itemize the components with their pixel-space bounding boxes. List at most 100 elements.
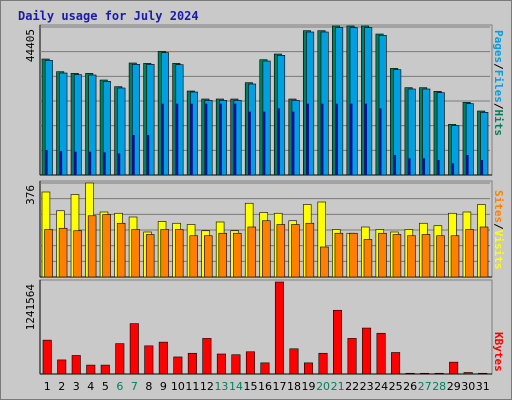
day-label: 29 xyxy=(447,380,461,393)
bar-pages xyxy=(103,152,106,175)
bar-kbytes xyxy=(86,364,96,375)
bar-kbytes xyxy=(434,372,444,375)
bar-files xyxy=(320,31,329,176)
bar-kbytes xyxy=(129,323,139,375)
bar-pages xyxy=(422,158,426,175)
bar-pages xyxy=(437,160,440,175)
bar-sites xyxy=(407,235,416,278)
day-label: 11 xyxy=(185,380,199,393)
bar-files xyxy=(131,64,140,176)
side-label-visits-part: Visits xyxy=(492,230,505,270)
bar-kbytes xyxy=(318,352,328,375)
side-label-kbytes-part: KBytes xyxy=(492,332,505,372)
bar-kbytes xyxy=(391,352,401,375)
bar-pages xyxy=(161,103,164,175)
bar-kbytes xyxy=(173,356,183,375)
bar-kbytes xyxy=(202,338,212,375)
day-label: 6 xyxy=(116,380,123,393)
bar-files xyxy=(364,27,373,176)
side-label-hits-part: Files xyxy=(492,70,505,103)
bar-sites xyxy=(204,235,213,278)
bar-files xyxy=(44,60,53,176)
bar-files xyxy=(480,112,489,176)
bar-pages xyxy=(335,103,338,175)
bar-kbytes xyxy=(245,351,255,375)
bar-kbytes xyxy=(463,372,473,375)
bar-kbytes xyxy=(158,341,168,375)
bar-pages xyxy=(59,151,63,175)
bar-pages xyxy=(219,103,222,175)
bar-sites xyxy=(421,234,431,278)
bar-pages xyxy=(379,108,382,175)
side-label-visits-part: Sites xyxy=(492,190,505,223)
bar-sites xyxy=(145,234,155,278)
side-label-kbytes: KBytes xyxy=(492,332,505,372)
day-label: 7 xyxy=(131,380,138,393)
y-max-label-hits-files-pages: 44405 xyxy=(24,29,37,62)
bar-sites xyxy=(334,232,344,278)
day-label: 2 xyxy=(58,380,65,393)
bar-sites xyxy=(189,235,198,278)
side-label-visits-part: / xyxy=(492,223,505,230)
bar-kbytes xyxy=(231,354,241,375)
bar-sites xyxy=(349,232,358,278)
bar-pages xyxy=(248,111,251,175)
bar-kbytes xyxy=(216,353,226,375)
bar-sites xyxy=(450,235,460,278)
bar-sites xyxy=(363,239,373,278)
bar-files xyxy=(451,125,460,176)
day-label: 31 xyxy=(476,380,490,393)
bar-pages xyxy=(262,111,266,175)
bar-sites xyxy=(233,232,242,278)
bar-sites xyxy=(479,226,489,278)
day-label: 21 xyxy=(331,380,345,393)
bar-files xyxy=(146,64,155,176)
day-label: 10 xyxy=(171,380,185,393)
day-label: 27 xyxy=(418,380,432,393)
bar-sites xyxy=(116,222,126,278)
bar-sites xyxy=(174,229,184,278)
side-label-visits: Sites/Visits xyxy=(492,190,505,270)
day-label: 23 xyxy=(360,380,374,393)
day-label: 4 xyxy=(87,380,94,393)
bar-sites xyxy=(218,232,228,278)
bar-kbytes xyxy=(347,338,357,375)
panel-frame-kbytes xyxy=(39,279,493,375)
bar-sites xyxy=(436,235,445,278)
bar-files xyxy=(88,74,97,176)
bar-files xyxy=(73,74,82,176)
day-label: 19 xyxy=(302,380,316,393)
bar-pages xyxy=(349,103,353,175)
chart-title: Daily usage for July 2024 xyxy=(18,9,199,23)
bar-files xyxy=(378,35,387,176)
side-label-hits-part: / xyxy=(492,103,505,110)
day-label: 8 xyxy=(145,380,152,393)
bar-kbytes xyxy=(362,327,372,375)
bar-files xyxy=(422,88,431,176)
day-label: 30 xyxy=(461,380,475,393)
bar-sites xyxy=(131,229,140,278)
bar-sites xyxy=(392,234,402,278)
day-label: 16 xyxy=(258,380,272,393)
bar-pages xyxy=(74,151,77,175)
bar-pages xyxy=(45,150,48,175)
bar-kbytes xyxy=(260,362,270,375)
day-label: 3 xyxy=(73,380,80,393)
day-label: 1 xyxy=(44,380,51,393)
bar-sites xyxy=(160,229,169,278)
day-label: 5 xyxy=(102,380,109,393)
side-label-hits-part: Pages xyxy=(492,30,505,63)
day-label: 24 xyxy=(374,380,388,393)
bar-files xyxy=(393,69,402,176)
bar-pages xyxy=(88,151,92,175)
bar-files xyxy=(349,27,358,176)
bar-kbytes xyxy=(71,355,81,375)
bar-files xyxy=(465,103,474,176)
day-label: 13 xyxy=(214,380,228,393)
bar-files xyxy=(335,27,344,176)
bar-kbytes xyxy=(115,343,125,375)
bar-sites xyxy=(276,224,286,278)
bar-kbytes xyxy=(376,332,386,375)
bar-kbytes xyxy=(449,361,459,375)
